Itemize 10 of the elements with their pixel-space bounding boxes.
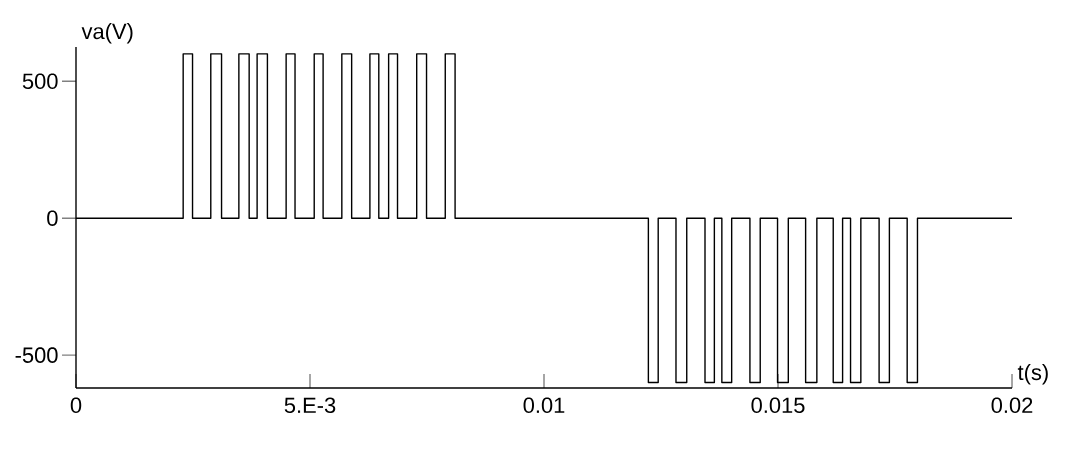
y-tick-label: 500: [22, 73, 58, 89]
x-tick-label: 0.01: [523, 397, 565, 414]
y-tick-label: 0: [47, 210, 58, 226]
x-axis-title: t(s): [1017, 364, 1048, 385]
y-axis-title: va(V): [81, 23, 133, 44]
x-tick-label: 0.015: [751, 397, 805, 414]
x-tick-label: 0.02: [991, 397, 1033, 414]
y-tick-label: -500: [15, 347, 58, 363]
x-tick-label: 0: [70, 397, 82, 414]
x-tick-label: 5.E-3: [284, 397, 336, 414]
